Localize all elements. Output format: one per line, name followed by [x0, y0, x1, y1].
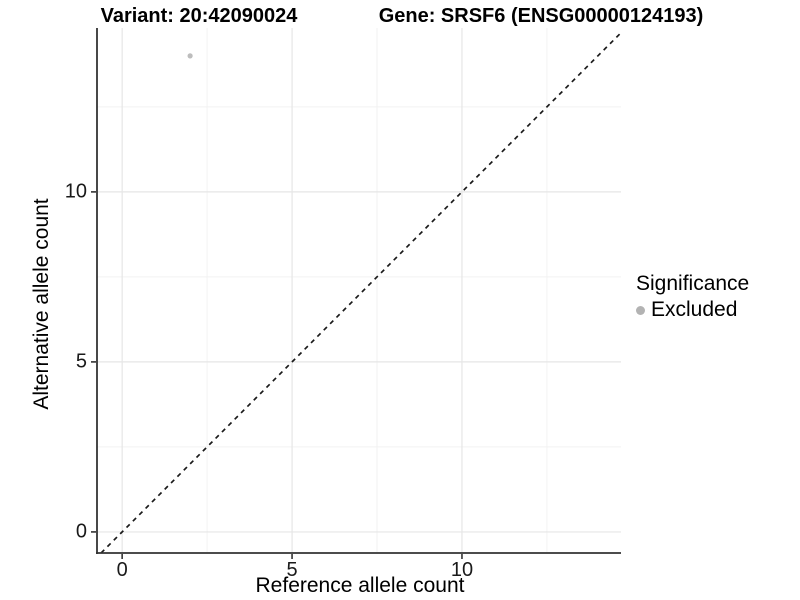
data-point	[187, 53, 193, 59]
legend-point-icon	[636, 305, 645, 315]
legend-entry-label: Excluded	[651, 298, 738, 321]
legend: Significance Excluded	[636, 272, 749, 322]
x-tick-label: 10	[450, 559, 474, 581]
identity-dashed-line	[100, 32, 622, 554]
x-tick-label: 5	[286, 559, 298, 581]
y-tick-label: 0	[75, 520, 87, 543]
x-axis-title: Reference allele count	[255, 574, 465, 597]
legend-entry-excluded: Excluded	[636, 298, 749, 322]
legend-title: Significance	[636, 272, 750, 295]
y-axis-title: Alternative allele count	[30, 198, 53, 410]
y-tick-label: 5	[75, 350, 87, 373]
y-tick-label: 10	[64, 180, 87, 203]
plot-title-variant: Variant: 20:42090024	[100, 5, 298, 27]
plot-title-gene: Gene: SRSF6 (ENSG00000124193)	[378, 5, 704, 27]
x-tick-label: 0	[116, 559, 128, 581]
